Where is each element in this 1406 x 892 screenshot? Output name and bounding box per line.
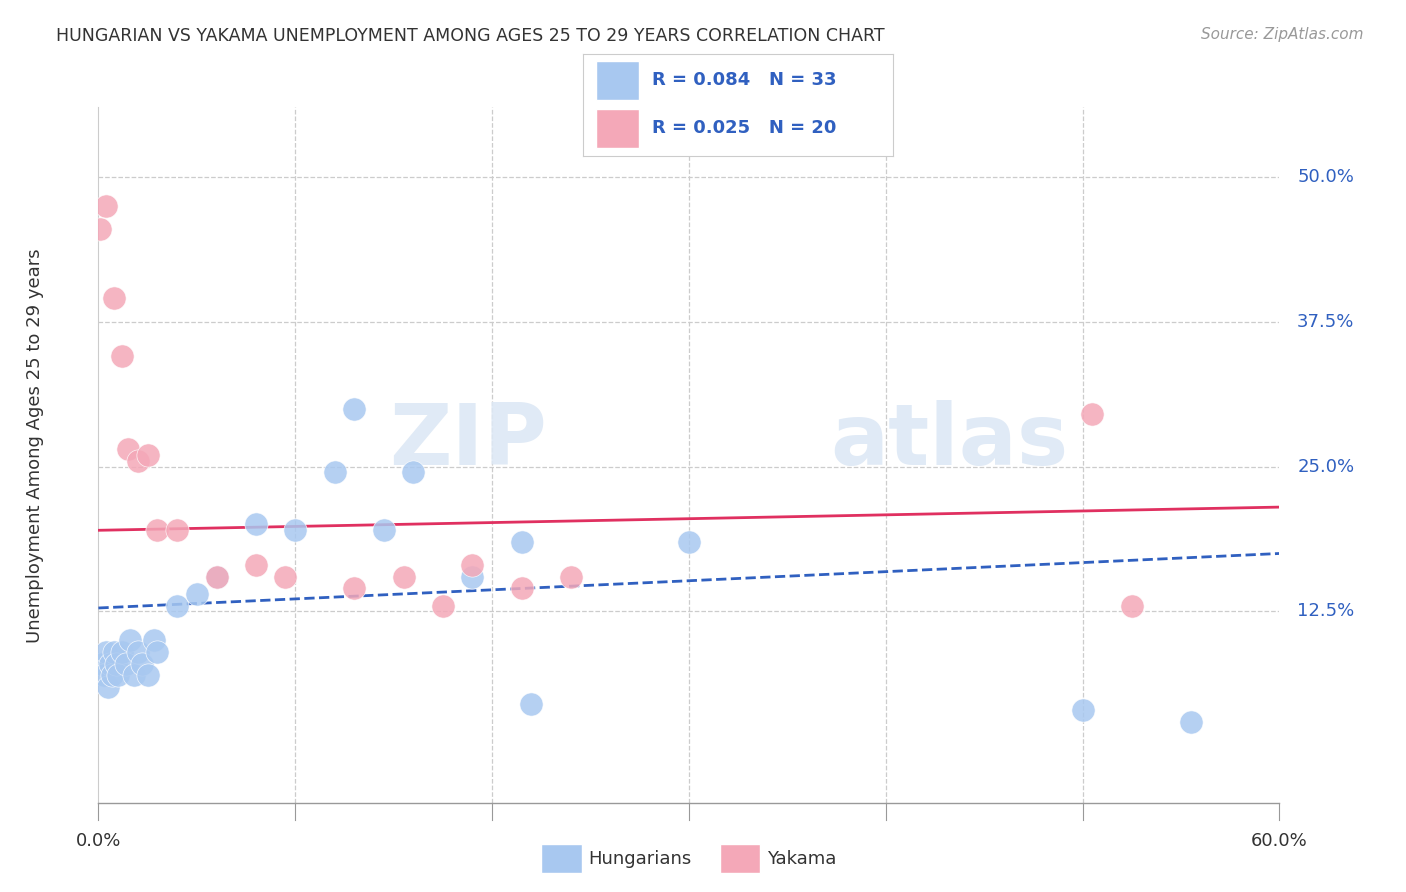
- Point: [93, 668, 115, 682]
- Text: Source: ZipAtlas.com: Source: ZipAtlas.com: [1201, 27, 1364, 42]
- Point: [96, 645, 118, 659]
- Point: [520, 698, 543, 712]
- Text: atlas: atlas: [831, 400, 1069, 483]
- Text: R = 0.084   N = 33: R = 0.084 N = 33: [651, 71, 837, 89]
- Point: [274, 570, 297, 584]
- Point: [89, 222, 111, 236]
- Point: [127, 453, 149, 467]
- Point: [1121, 599, 1143, 613]
- Point: [323, 466, 346, 480]
- Point: [115, 657, 138, 671]
- Point: [117, 442, 139, 457]
- Point: [560, 570, 582, 584]
- Point: [461, 558, 484, 573]
- Bar: [596, 61, 640, 100]
- Point: [122, 668, 145, 682]
- Point: [205, 570, 228, 584]
- Text: 12.5%: 12.5%: [1298, 602, 1354, 621]
- Point: [146, 645, 169, 659]
- Point: [101, 668, 124, 682]
- Point: [98, 657, 121, 671]
- Point: [461, 570, 484, 584]
- Point: [510, 582, 533, 596]
- Point: [111, 645, 134, 659]
- Point: [166, 523, 188, 537]
- Point: [1071, 703, 1094, 717]
- Point: [111, 350, 134, 364]
- Point: [205, 570, 228, 584]
- Point: [127, 645, 149, 659]
- Text: Unemployment Among Ages 25 to 29 years: Unemployment Among Ages 25 to 29 years: [27, 249, 44, 643]
- Point: [103, 291, 125, 305]
- Point: [142, 633, 165, 648]
- Point: [1180, 714, 1202, 729]
- Point: [678, 534, 700, 549]
- Point: [166, 599, 188, 613]
- Bar: [596, 109, 640, 148]
- Point: [1081, 407, 1104, 422]
- Text: 0.0%: 0.0%: [76, 831, 121, 850]
- Point: [146, 523, 169, 537]
- Point: [343, 401, 366, 416]
- Point: [91, 657, 114, 671]
- Point: [245, 517, 267, 532]
- Point: [136, 448, 159, 462]
- Point: [97, 680, 120, 694]
- Bar: [720, 844, 761, 873]
- Text: 37.5%: 37.5%: [1298, 312, 1354, 331]
- Point: [343, 582, 366, 596]
- Point: [284, 523, 307, 537]
- Point: [136, 668, 159, 682]
- Text: Hungarians: Hungarians: [588, 849, 692, 868]
- Point: [103, 645, 125, 659]
- Point: [118, 633, 141, 648]
- Text: 60.0%: 60.0%: [1251, 831, 1308, 850]
- Point: [245, 558, 267, 573]
- Text: ZIP: ZIP: [389, 400, 547, 483]
- Point: [105, 657, 128, 671]
- Point: [402, 466, 425, 480]
- Point: [96, 199, 118, 213]
- Text: HUNGARIAN VS YAKAMA UNEMPLOYMENT AMONG AGES 25 TO 29 YEARS CORRELATION CHART: HUNGARIAN VS YAKAMA UNEMPLOYMENT AMONG A…: [56, 27, 884, 45]
- Point: [131, 657, 153, 671]
- Point: [510, 534, 533, 549]
- Point: [373, 523, 395, 537]
- Point: [186, 587, 208, 601]
- Text: Yakama: Yakama: [768, 849, 837, 868]
- Text: R = 0.025   N = 20: R = 0.025 N = 20: [651, 120, 837, 137]
- Text: 50.0%: 50.0%: [1298, 168, 1354, 186]
- Bar: [541, 844, 582, 873]
- Point: [432, 599, 454, 613]
- Text: 25.0%: 25.0%: [1298, 458, 1354, 475]
- Point: [107, 668, 129, 682]
- Point: [392, 570, 415, 584]
